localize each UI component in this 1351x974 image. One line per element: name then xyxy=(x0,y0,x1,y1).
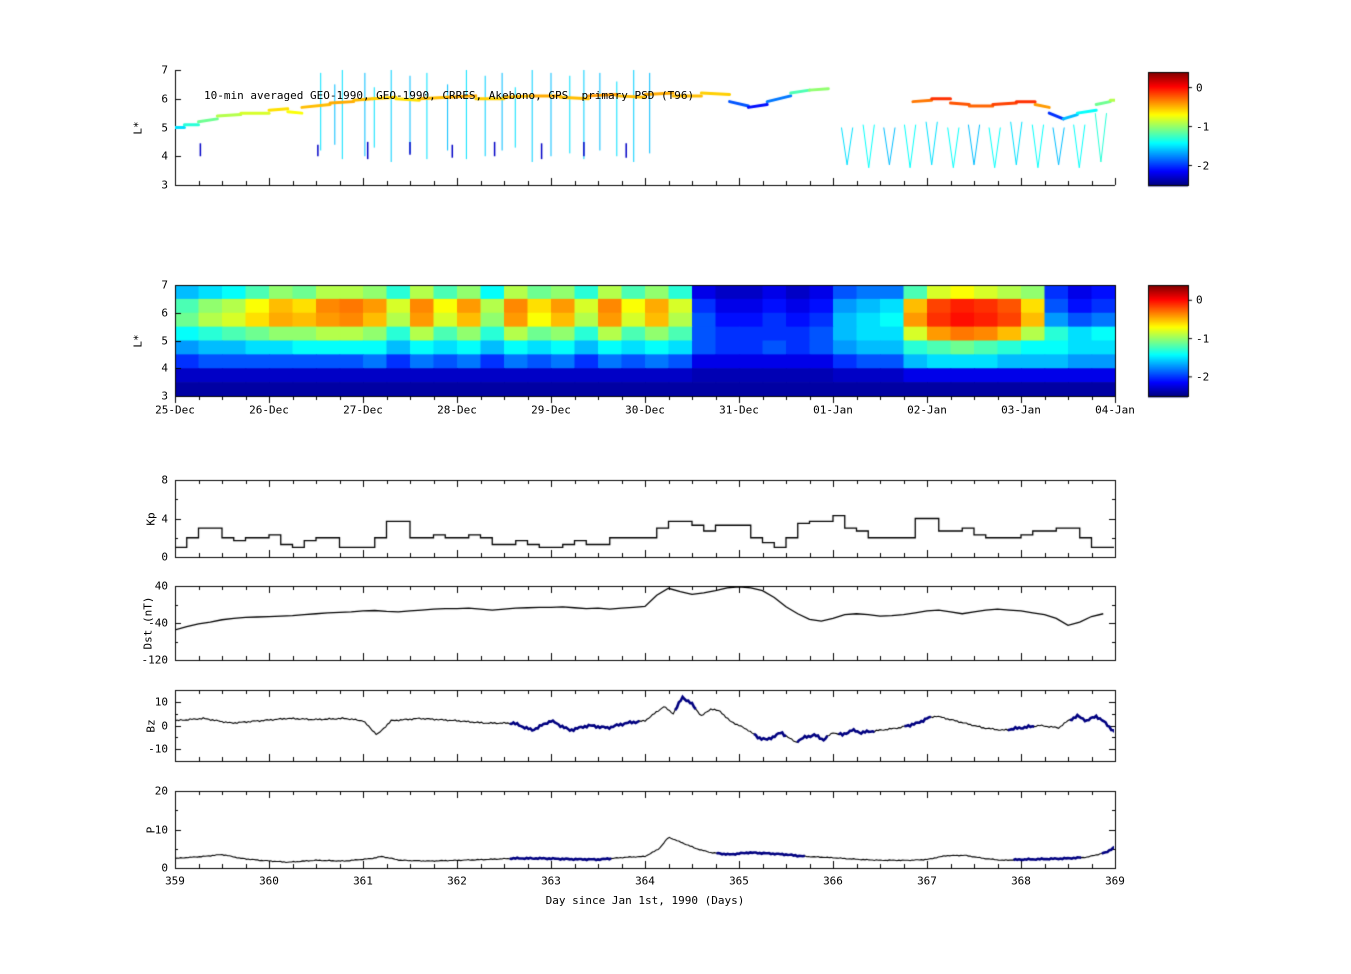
p-ytick-label: 0 xyxy=(161,861,168,875)
p-ytick-label: 10 xyxy=(154,823,168,836)
plot-title: 10-min averaged GEO-1990, GEO-1990, CRRE… xyxy=(204,89,695,102)
day-tick-label: 359 xyxy=(165,874,185,888)
kp-ytick-label: 8 xyxy=(161,473,168,487)
kp-ylabel: Kp xyxy=(144,511,158,526)
ltrack-ytick-label: 6 xyxy=(161,92,168,106)
heatmap-ytick-label: 4 xyxy=(161,361,168,375)
day-tick-label: 368 xyxy=(1011,874,1031,888)
dst-ytick-label: -40 xyxy=(148,616,168,630)
date-tick-label: 29-Dec xyxy=(531,403,571,417)
ltrack-ytick-label: 4 xyxy=(161,149,168,163)
p-ylabel: P xyxy=(144,826,158,833)
day-tick-label: 361 xyxy=(353,874,373,888)
dst-ylabel: Dst (nT) xyxy=(141,596,155,650)
day-tick-label: 367 xyxy=(917,874,937,888)
dst-ytick-label: 40 xyxy=(154,579,168,593)
heatmap-ylabel: L* xyxy=(131,333,145,348)
ltrack-ylabel: L* xyxy=(131,120,145,135)
kp-ytick-label: 4 xyxy=(161,512,168,525)
date-tick-label: 28-Dec xyxy=(437,403,477,417)
heatmap-ytick-label: 7 xyxy=(161,278,168,292)
day-tick-label: 365 xyxy=(729,874,749,888)
date-tick-label: 31-Dec xyxy=(719,403,759,417)
date-tick-label: 04-Jan xyxy=(1095,403,1135,417)
bz-ytick-label: -10 xyxy=(148,742,168,756)
heatmap-ytick-label: 5 xyxy=(161,334,168,347)
date-tick-label: 25-Dec xyxy=(155,403,195,417)
colorbar-tick-label: 0 xyxy=(1196,81,1203,95)
date-tick-label: 27-Dec xyxy=(343,403,383,417)
day-tick-label: 366 xyxy=(823,874,843,888)
kp-ytick-label: 0 xyxy=(161,550,168,564)
date-tick-label: 30-Dec xyxy=(625,403,665,417)
bz-ytick-label: 10 xyxy=(154,695,168,709)
ltrack-ytick-label: 5 xyxy=(161,121,168,134)
x-axis-label: Day since Jan 1st, 1990 (Days) xyxy=(545,894,745,907)
p-ytick-label: 20 xyxy=(154,784,168,798)
day-tick-label: 360 xyxy=(259,874,279,888)
colorbar-tick-label: -2 xyxy=(1196,370,1210,384)
day-tick-label: 369 xyxy=(1105,874,1125,888)
date-tick-label: 01-Jan xyxy=(813,403,853,417)
colorbar-tick-label: -1 xyxy=(1196,120,1210,134)
colorbar-tick-label: 0 xyxy=(1196,293,1203,307)
day-tick-label: 364 xyxy=(635,874,655,888)
day-tick-label: 363 xyxy=(541,874,561,888)
date-tick-label: 03-Jan xyxy=(1001,403,1041,417)
date-tick-label: 26-Dec xyxy=(249,403,289,417)
colorbar-tick-label: -1 xyxy=(1196,332,1210,346)
date-tick-label: 02-Jan xyxy=(907,403,947,417)
ltrack-ytick-label: 3 xyxy=(161,178,168,192)
heatmap-ytick-label: 3 xyxy=(161,389,168,403)
bz-ylabel: Bz xyxy=(144,718,158,733)
dst-ytick-label: -120 xyxy=(141,653,169,667)
heatmap-ytick-label: 6 xyxy=(161,306,168,320)
day-tick-label: 362 xyxy=(447,874,467,888)
ltrack-ytick-label: 7 xyxy=(161,63,168,77)
colorbar-tick-label: -2 xyxy=(1196,159,1210,173)
bz-ytick-label: 0 xyxy=(161,719,168,732)
